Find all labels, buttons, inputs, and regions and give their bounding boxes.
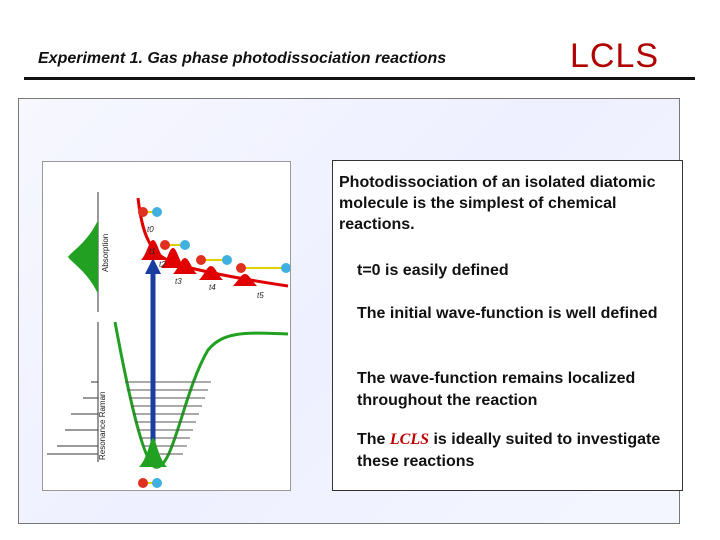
photodissociation-figure: Absorption Resonance Raman t0 t1 t2 t3 t… bbox=[42, 161, 291, 491]
vibrational-levels bbox=[125, 381, 211, 455]
time-label-t1: t1 bbox=[149, 247, 156, 256]
ground-wavepacket bbox=[139, 438, 167, 467]
inline-lcls-logo: LCLS bbox=[389, 431, 430, 448]
lower-potential-curve bbox=[113, 321, 289, 469]
time-label-t5: t5 bbox=[257, 291, 264, 300]
header-rule bbox=[24, 77, 695, 80]
upper-wavepackets bbox=[141, 240, 257, 286]
bullet-localized: The wave-function remains localized thro… bbox=[357, 370, 636, 409]
bullet4-post: is ideally suited to investigate these r… bbox=[357, 431, 661, 470]
bullet-lcls-suited: The LCLS is ideally suited to investigat… bbox=[357, 429, 677, 473]
raman-label: Resonance Raman bbox=[98, 392, 107, 460]
lcls-logo: LCLS bbox=[570, 37, 660, 75]
time-label-t4: t4 bbox=[209, 283, 216, 292]
bullet4-pre: The bbox=[357, 431, 386, 448]
intro-text: Photodissociation of an isolated diatomi… bbox=[339, 174, 656, 233]
page-title: Experiment 1. Gas phase photodissociatio… bbox=[38, 50, 447, 67]
time-label-t2: t2 bbox=[159, 260, 166, 269]
time-label-t3: t3 bbox=[175, 277, 182, 286]
time-label-t0: t0 bbox=[147, 225, 154, 234]
raman-spectrum bbox=[47, 322, 99, 462]
absorption-label: Absorption bbox=[101, 234, 110, 272]
molecule-snapshots bbox=[138, 207, 291, 488]
excitation-arrowhead bbox=[145, 258, 161, 274]
text-box: Photodissociation of an isolated diatomi… bbox=[332, 160, 683, 491]
absorption-band bbox=[68, 220, 98, 294]
bullet-t0: t=0 is easily defined bbox=[357, 262, 509, 279]
potential-energy-diagram: Absorption Resonance Raman t0 t1 t2 t3 t… bbox=[47, 192, 291, 488]
bullet-initial-wavefunction: The initial wave-function is well define… bbox=[357, 305, 658, 322]
time-labels: t0 t1 t2 t3 t4 t5 bbox=[147, 225, 264, 300]
